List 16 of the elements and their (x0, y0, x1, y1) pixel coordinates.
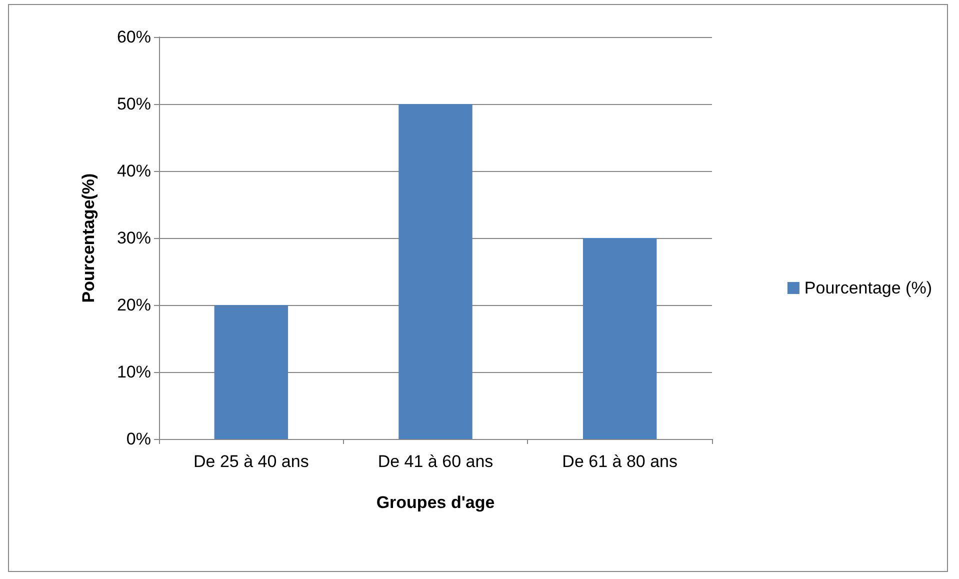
bar (582, 238, 657, 439)
y-axis-title: Pourcentage(%) (79, 173, 98, 303)
x-tick-label: De 41 à 60 ans (378, 452, 494, 471)
x-tick-label: De 61 à 80 ans (562, 452, 678, 471)
bar (214, 305, 288, 439)
legend-label: Pourcentage (%) (804, 278, 932, 298)
y-tick-label: 20% (116, 296, 151, 314)
bar (398, 104, 472, 439)
y-tick-label: 30% (116, 228, 151, 248)
x-axis-title: Groupes d'age (376, 493, 495, 512)
y-tick-label: 40% (116, 162, 151, 180)
x-tick-label: De 25 à 40 ans (194, 452, 309, 471)
y-tick-label: 60% (116, 28, 151, 46)
y-tick-label: 10% (116, 362, 151, 382)
y-tick-label: 50% (116, 94, 151, 114)
y-tick-label: 0% (126, 430, 151, 448)
